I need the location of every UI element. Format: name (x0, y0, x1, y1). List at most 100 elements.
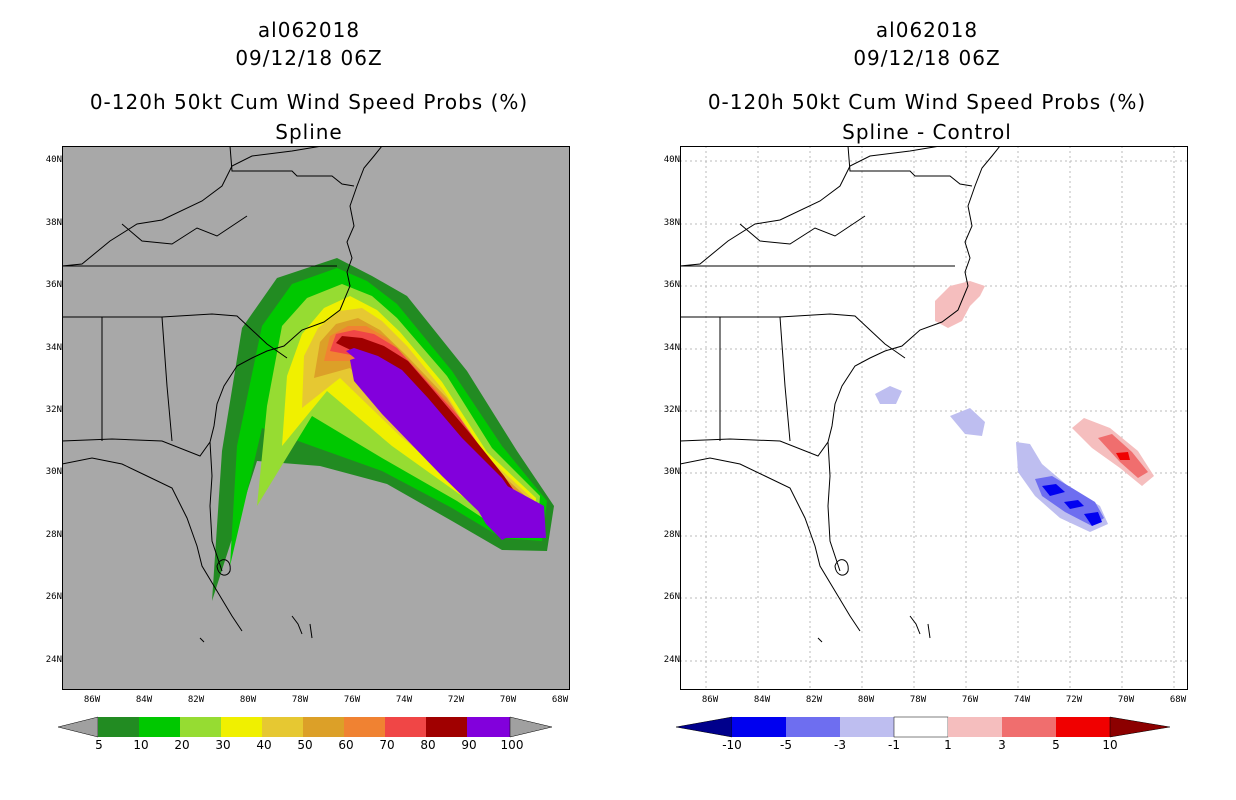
lat-label: 34N (45, 343, 62, 353)
gridlines (680, 146, 1188, 690)
colorbar-bin (303, 717, 344, 737)
colorbar-label: 3 (998, 738, 1006, 752)
lon-label: 76W (343, 695, 361, 705)
lat-label: 36N (663, 280, 680, 290)
lon-label: 82W (187, 695, 205, 705)
colorbar-bin (139, 717, 180, 737)
probability-colorbar (58, 716, 553, 738)
storm-id: al062018 (257, 18, 361, 42)
lat-label: 28N (663, 530, 680, 540)
colorbar-label: -10 (722, 738, 742, 752)
colorbar-high-arrow (1109, 716, 1171, 738)
lat-label: 26N (45, 592, 62, 602)
diff-negative-5a (1042, 484, 1065, 496)
probability-map (62, 146, 570, 690)
lat-label: 32N (45, 405, 62, 415)
colorbar-label: 70 (379, 738, 395, 752)
lon-label: 84W (135, 695, 153, 705)
lon-label: 76W (961, 695, 979, 705)
product-title: 0-120h 50kt Cum Wind Speed Probs (%) (707, 90, 1147, 114)
lat-label: 24N (663, 655, 680, 665)
colorbar-bin (786, 717, 840, 737)
colorbar-label: 100 (500, 738, 524, 752)
colorbar-bin (426, 717, 467, 737)
colorbar-label: 80 (420, 738, 436, 752)
left-panel: al062018 09/12/18 06Z 0-120h 50kt Cum Wi… (45, 18, 570, 752)
colorbar-label: 1 (944, 738, 952, 752)
colorbar-label: 5 (1052, 738, 1060, 752)
difference-blobs (875, 281, 1154, 532)
lat-label: 38N (663, 218, 680, 228)
datetime: 09/12/18 06Z (853, 46, 1001, 70)
diff-negative-mid (950, 408, 985, 436)
lon-label: 74W (395, 695, 413, 705)
colorbar-label: -1 (888, 738, 900, 752)
colorbar-bin (1002, 717, 1056, 737)
lon-label: 68W (551, 695, 569, 705)
colorbar-bin (1056, 717, 1110, 737)
lat-label: 32N (663, 405, 680, 415)
lat-label: 26N (663, 592, 680, 602)
lat-label: 24N (45, 655, 62, 665)
colorbar-low-arrow (676, 716, 733, 738)
colorbar-bin (948, 717, 1002, 737)
colorbar-label: 90 (461, 738, 477, 752)
lon-label: 68W (1169, 695, 1187, 705)
subtitle: Spline - Control (842, 120, 1012, 144)
lon-label: 78W (909, 695, 927, 705)
diff-negative-5b (1064, 500, 1084, 509)
right-panel: al062018 09/12/18 06Z 0-120h 50kt Cum Wi… (618, 0, 1236, 800)
storm-id: al062018 (875, 18, 979, 42)
lat-label: 38N (45, 218, 62, 228)
diff-negative-5c (1084, 512, 1102, 526)
lat-label: 30N (663, 467, 680, 477)
swath-100 (350, 356, 546, 538)
lon-label: 80W (239, 695, 257, 705)
lat-label: 40N (45, 155, 62, 165)
colorbar-bin (180, 717, 221, 737)
lon-label: 86W (83, 695, 101, 705)
colorbar-bin (221, 717, 262, 737)
lon-label: 82W (805, 695, 823, 705)
colorbar-label: 10 (133, 738, 149, 752)
colorbar-label: -5 (780, 738, 792, 752)
lon-label: 86W (701, 695, 719, 705)
colorbar-bin (840, 717, 894, 737)
colorbar-label: -3 (834, 738, 846, 752)
lon-label: 80W (857, 695, 875, 705)
product-title: 0-120h 50kt Cum Wind Speed Probs (%) (89, 90, 529, 114)
colorbar-label: 5 (95, 738, 103, 752)
lat-label: 40N (663, 155, 680, 165)
colorbar-bin (732, 717, 786, 737)
coastlines (62, 146, 383, 643)
colorbar-bin (344, 717, 385, 737)
probability-swath (212, 258, 554, 601)
subtitle: Spline (275, 120, 343, 144)
colorbar-bin (893, 716, 949, 738)
difference-colorbar (676, 716, 1171, 738)
diff-negative-small (875, 386, 902, 404)
lon-label: 72W (447, 695, 465, 705)
lon-label: 84W (753, 695, 771, 705)
colorbar-label: 60 (338, 738, 354, 752)
lat-label: 36N (45, 280, 62, 290)
lat-label: 34N (663, 343, 680, 353)
diff-positive-5 (1116, 452, 1130, 460)
lon-label: 70W (499, 695, 517, 705)
datetime: 09/12/18 06Z (235, 46, 383, 70)
colorbar-label: 10 (1102, 738, 1118, 752)
colorbar-label: 40 (256, 738, 272, 752)
lon-label: 70W (1117, 695, 1135, 705)
map-background (680, 146, 1188, 690)
colorbar-bin (467, 717, 510, 737)
lat-label: 28N (45, 530, 62, 540)
lon-label: 74W (1013, 695, 1031, 705)
lon-label: 72W (1065, 695, 1083, 705)
lon-label: 78W (291, 695, 309, 705)
difference-map (680, 146, 1188, 690)
colorbar-label: 20 (174, 738, 190, 752)
colorbar-bin (98, 717, 139, 737)
colorbar-bin (262, 717, 303, 737)
colorbar-high-arrow (509, 716, 553, 738)
colorbar-label: 30 (215, 738, 231, 752)
